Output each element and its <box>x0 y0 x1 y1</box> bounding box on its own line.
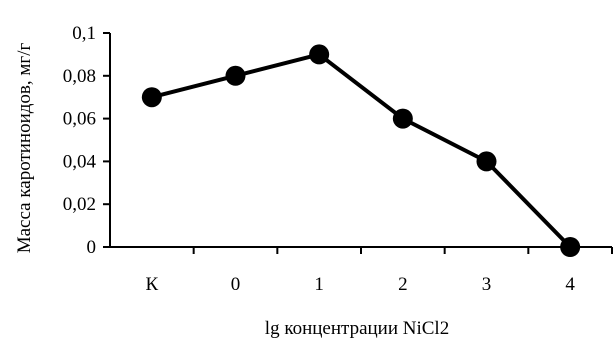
y-tick-label: 0 <box>87 237 97 258</box>
x-tick-label: 4 <box>565 274 575 295</box>
x-axis-title: lg концентрации NiCl2 <box>265 318 449 339</box>
data-point <box>141 87 162 108</box>
y-axis-title: Масса каротиноидов, мг/г <box>14 43 35 254</box>
plot-area: 0 0,02 0,04 0,06 0,08 0,1 К 0 1 2 3 4 <box>63 23 613 295</box>
data-point <box>560 237 581 257</box>
data-point <box>392 108 413 129</box>
series-line <box>151 52 572 249</box>
y-tick-label: 0,06 <box>63 109 96 130</box>
x-tick-label: 3 <box>482 274 492 295</box>
y-tick-label: 0,1 <box>72 23 96 44</box>
x-tick-label: К <box>145 274 158 295</box>
y-tick-label: 0,08 <box>63 66 96 87</box>
x-tick-label: 0 <box>231 274 241 295</box>
x-tick-label: 1 <box>314 274 324 295</box>
data-point <box>225 65 246 86</box>
x-tick-label: 2 <box>398 274 408 295</box>
y-tick-label: 0,04 <box>63 151 97 172</box>
y-tick-label: 0,02 <box>63 194 96 215</box>
data-point <box>309 44 330 65</box>
data-point <box>476 151 497 172</box>
